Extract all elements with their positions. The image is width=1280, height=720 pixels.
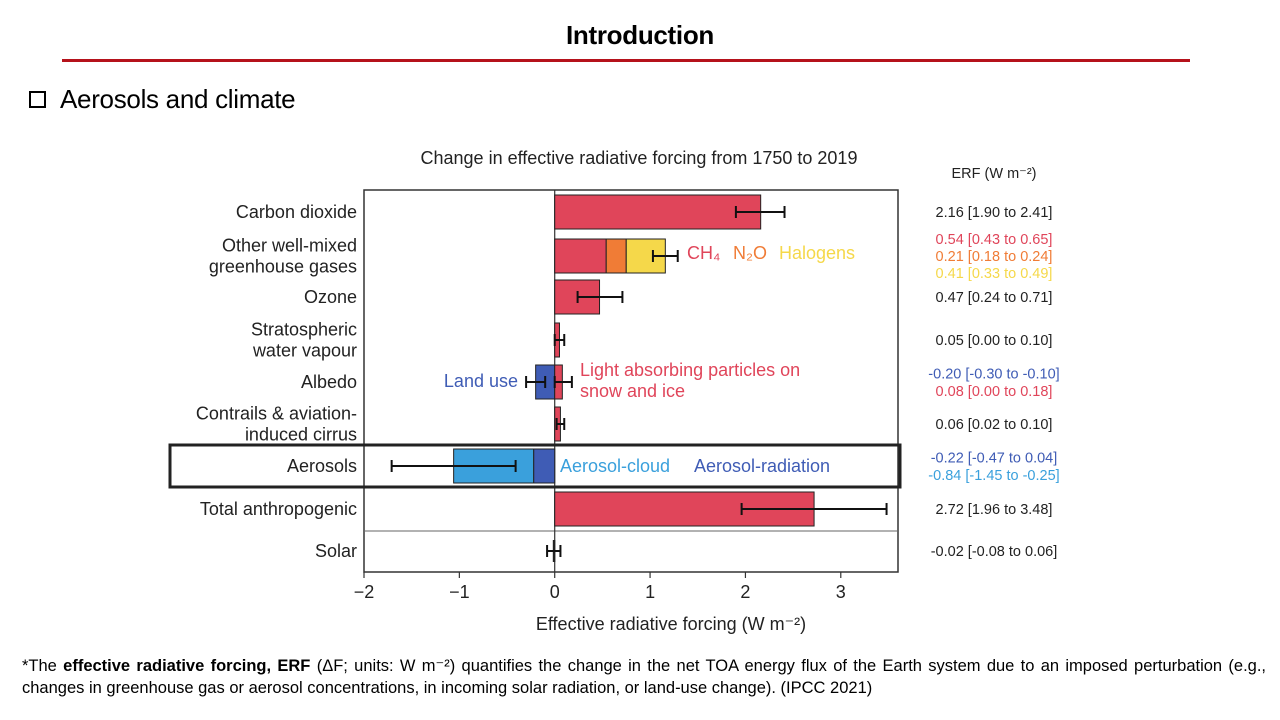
bar-segment	[554, 238, 607, 274]
bar-segment	[533, 448, 556, 484]
chart-title: Change in effective radiative forcing fr…	[421, 148, 858, 168]
erf-value: 0.06 [0.02 to 0.10]	[936, 417, 1053, 433]
erf-bar-chart: Change in effective radiative forcing fr…	[168, 148, 1060, 634]
erf-value: -0.84 [-1.45 to -0.25]	[928, 468, 1059, 484]
category-label: Carbon dioxide	[236, 202, 357, 222]
category-label: greenhouse gases	[209, 257, 357, 277]
erf-value: 2.72 [1.96 to 3.48]	[936, 502, 1053, 518]
erf-column-header: ERF (W m⁻²)	[952, 166, 1037, 182]
category-label: Ozone	[304, 287, 357, 307]
bar-annotation: Aerosol-radiation	[694, 456, 830, 476]
footnote-term: effective radiative forcing, ERF	[63, 657, 311, 675]
bar-annotation: Aerosol-cloud	[560, 456, 670, 476]
erf-value: 0.08 [0.00 to 0.18]	[936, 384, 1053, 400]
plot-frame	[363, 189, 899, 573]
bar-annotation: CH₄	[687, 243, 720, 263]
category-label: Solar	[315, 541, 357, 561]
erf-value: -0.22 [-0.47 to 0.04]	[931, 450, 1058, 466]
footnote-prefix: *The	[22, 657, 64, 675]
bar-annotation: N₂O	[733, 243, 767, 263]
title-divider	[62, 59, 1190, 62]
category-label: Total anthropogenic	[200, 499, 357, 519]
x-tick-label: −1	[449, 582, 470, 602]
x-tick-label: 0	[550, 582, 560, 602]
x-tick-label: −2	[354, 582, 375, 602]
bar-annotation: snow and ice	[580, 381, 685, 401]
category-label: Other well-mixed	[222, 236, 357, 256]
bar-annotation: Halogens	[779, 243, 855, 263]
bar-annotation: Light absorbing particles on	[580, 360, 800, 380]
slide-title: Introduction	[565, 20, 715, 50]
category-label: Aerosols	[287, 456, 357, 476]
footnote: *The effective radiative forcing, ERF (Δ…	[22, 655, 1266, 699]
erf-value: 0.21 [0.18 to 0.24]	[936, 249, 1053, 265]
erf-value: 0.05 [0.00 to 0.10]	[936, 333, 1053, 349]
category-label: water vapour	[252, 341, 357, 361]
bar-segment	[554, 194, 762, 230]
erf-value: 2.16 [1.90 to 2.41]	[936, 205, 1053, 221]
erf-value: 0.54 [0.43 to 0.65]	[936, 232, 1053, 248]
x-axis-label: Effective radiative forcing (W m⁻²)	[536, 614, 806, 634]
category-label: Stratospheric	[251, 320, 357, 340]
erf-value: 0.41 [0.33 to 0.49]	[936, 266, 1053, 282]
erf-value: -0.02 [-0.08 to 0.06]	[931, 544, 1058, 560]
erf-value: -0.20 [-0.30 to -0.10]	[928, 366, 1059, 382]
bullet-heading: Aerosols and climate	[29, 84, 296, 115]
x-tick-label: 2	[740, 582, 750, 602]
bullet-heading-text: Aerosols and climate	[60, 84, 296, 114]
category-label: induced cirrus	[245, 425, 357, 445]
bar-segment	[605, 238, 627, 274]
x-tick-label: 3	[836, 582, 846, 602]
category-label: Contrails & aviation-	[196, 404, 357, 424]
erf-value: 0.47 [0.24 to 0.71]	[936, 290, 1053, 306]
checkbox-bullet-icon	[29, 91, 46, 108]
footnote-body: (ΔF; units: W m⁻²) quantifies the change…	[22, 657, 1266, 697]
x-tick-label: 1	[645, 582, 655, 602]
aerosols-highlight-frame	[168, 443, 902, 489]
category-label: Albedo	[301, 372, 357, 392]
bar-annotation: Land use	[444, 371, 518, 391]
